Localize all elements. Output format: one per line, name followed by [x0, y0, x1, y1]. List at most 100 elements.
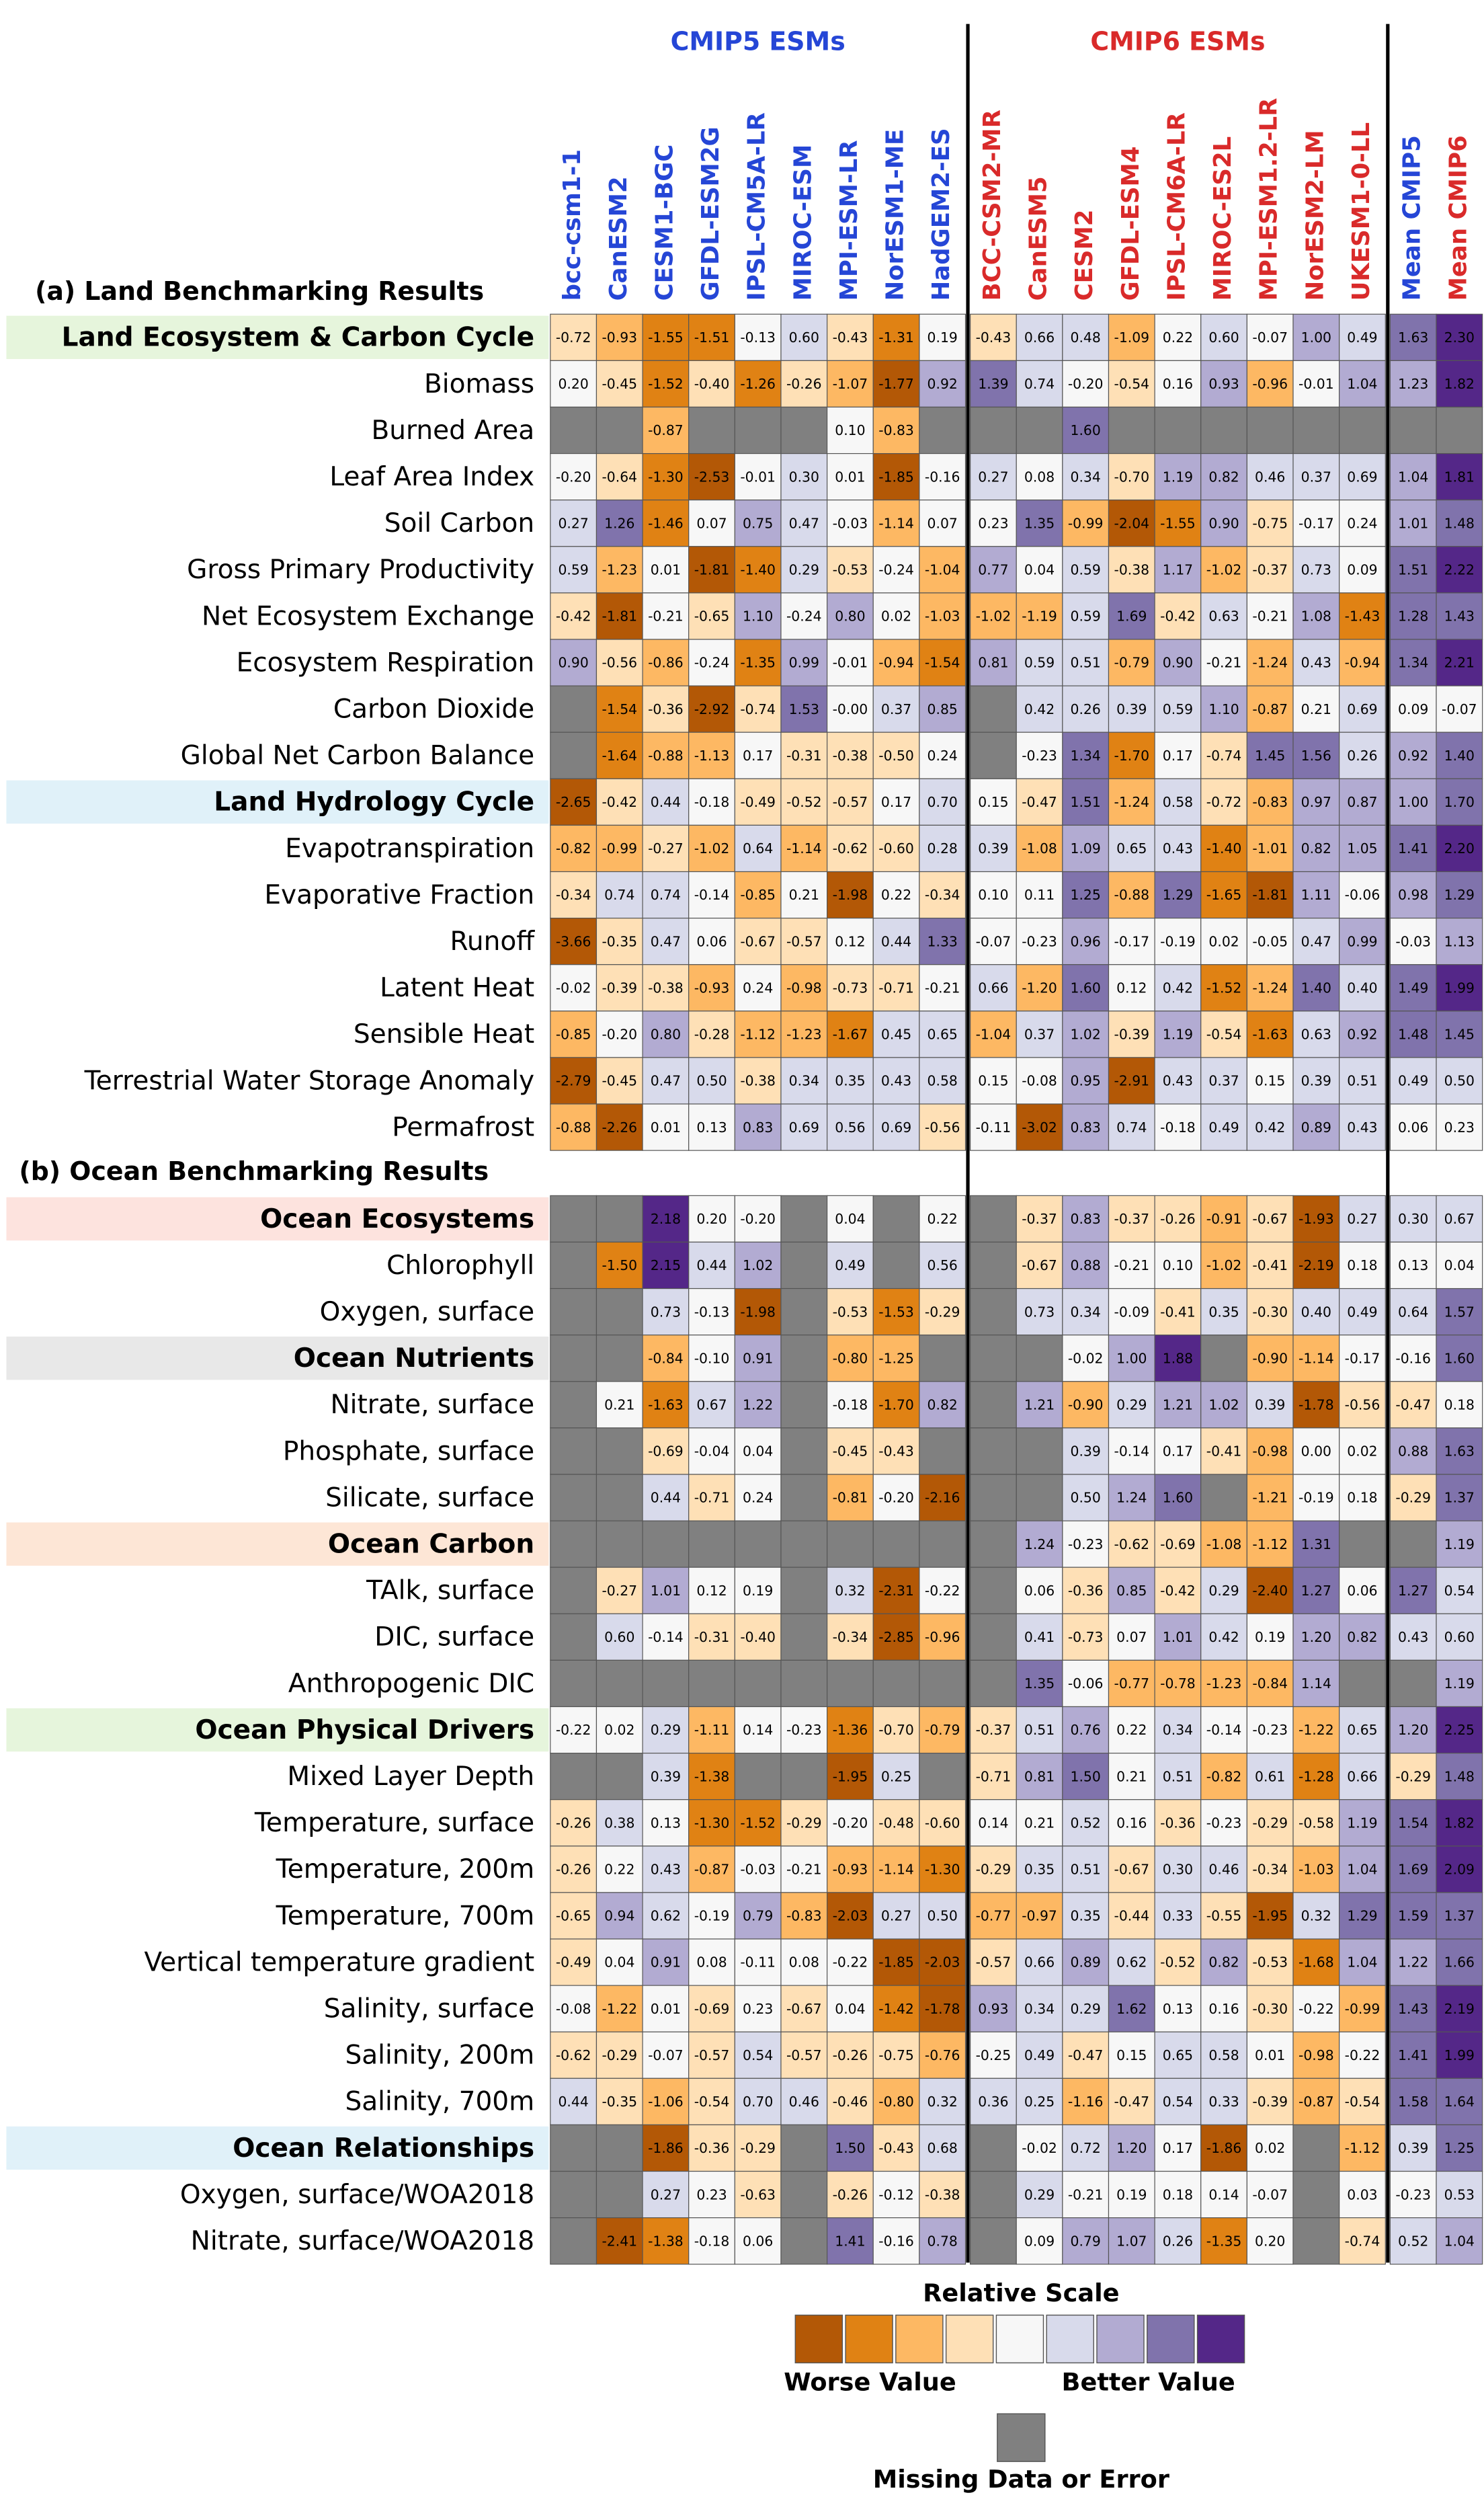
heatmap-cell — [734, 2217, 782, 2265]
cell-value: 0.51 — [1024, 1722, 1055, 1738]
cell-value: 0.39 — [978, 840, 1008, 857]
heatmap-cell — [1246, 2170, 1294, 2219]
cell-value: -0.17 — [1298, 515, 1334, 531]
cell-value: -0.07 — [648, 2047, 684, 2063]
cell-value: -0.87 — [648, 422, 684, 438]
heatmap-cell — [1016, 1938, 1063, 1986]
cell-value: 0.06 — [696, 933, 727, 949]
cell-value: 0.58 — [1208, 2047, 1239, 2063]
heatmap-cell — [1154, 1985, 1202, 2032]
heatmap-cell — [734, 546, 782, 594]
cell-value: -0.26 — [786, 376, 822, 392]
cell-value: -0.41 — [1252, 1257, 1288, 1273]
cell-value: -0.19 — [1298, 1490, 1334, 1506]
heatmap-cell — [595, 1057, 643, 1105]
cell-value: -1.86 — [1206, 2140, 1242, 2156]
legend-missing-swatch — [997, 2413, 1046, 2462]
cell-value: -0.36 — [648, 701, 684, 717]
cell-value: 1.20 — [1301, 1629, 1331, 1645]
heatmap-cell — [1436, 1381, 1483, 1429]
heatmap-cell — [919, 1892, 966, 1940]
row-band — [6, 1337, 549, 1380]
heatmap-cell — [1062, 2077, 1110, 2126]
heatmap-cell — [1339, 731, 1386, 779]
heatmap-cell — [872, 546, 920, 594]
heatmap-cell — [970, 452, 1017, 501]
heatmap-cell — [642, 1985, 690, 2032]
cell-value: -0.71 — [878, 980, 914, 996]
column-label: CanESM5 — [1025, 176, 1053, 301]
cell-value: 0.37 — [1208, 1073, 1239, 1089]
cell-value: 0.32 — [1301, 1908, 1331, 1924]
cell-value: 0.39 — [1301, 1073, 1331, 1089]
heatmap-cell — [970, 1985, 1017, 2032]
cell-value: 0.19 — [1116, 2186, 1147, 2203]
cell-value: 0.19 — [743, 1583, 773, 1599]
missing-cell — [780, 1474, 828, 1521]
heatmap-cell — [1389, 964, 1437, 1012]
heatmap-cell — [734, 778, 782, 826]
cell-value: -0.57 — [833, 794, 868, 810]
missing-cell — [550, 1659, 597, 1708]
missing-cell — [919, 1520, 966, 1568]
cell-value: 0.01 — [651, 2001, 681, 2017]
cell-value: -0.67 — [1022, 1257, 1057, 1273]
heatmap-cell — [872, 1427, 920, 1475]
cell-value: -1.95 — [833, 1768, 868, 1784]
cell-value: -0.17 — [1114, 933, 1149, 949]
cell-value: -0.85 — [556, 1027, 591, 1043]
heatmap-cell — [919, 1011, 966, 1058]
cell-value: 0.49 — [1024, 2047, 1055, 2063]
cell-value: -1.52 — [740, 1815, 776, 1831]
heatmap-cell — [1108, 824, 1155, 873]
missing-cell — [780, 1381, 828, 1429]
heatmap-cell — [1108, 1938, 1155, 1986]
cell-value: 0.19 — [1255, 1629, 1285, 1645]
missing-cell — [550, 731, 597, 779]
cell-value: 1.35 — [1024, 1675, 1055, 1692]
cell-value: -1.78 — [1298, 1396, 1334, 1413]
row-label: Biomass — [424, 369, 534, 399]
cell-value: -0.26 — [1160, 1211, 1196, 1227]
cell-value: -1.19 — [1022, 608, 1057, 625]
heatmap-cell — [1016, 1288, 1063, 1336]
heatmap-cell — [970, 2077, 1017, 2126]
row-label: TAlk, surface — [366, 1576, 534, 1606]
missing-cell — [970, 1567, 1017, 1614]
heatmap-cell — [1389, 592, 1437, 640]
cell-value: 0.43 — [1347, 1119, 1377, 1136]
cell-value: -0.29 — [976, 1862, 1012, 1878]
cell-value: 0.35 — [1024, 1862, 1055, 1878]
cell-value: -0.20 — [833, 1815, 868, 1831]
cell-value: -0.34 — [1252, 1862, 1288, 1878]
cell-value: 2.09 — [1444, 1862, 1475, 1878]
cell-value: -0.75 — [878, 2047, 914, 2063]
cell-value: 0.60 — [1208, 329, 1239, 346]
heatmap-cell — [1154, 1381, 1202, 1429]
missing-cell — [919, 406, 966, 454]
heatmap-cell — [919, 2031, 966, 2079]
cell-value: -0.14 — [648, 1629, 684, 1645]
heatmap-cell — [1062, 1381, 1110, 1429]
heatmap-cell — [1436, 639, 1483, 686]
heatmap-cell — [919, 1103, 966, 1151]
missing-cell — [550, 1427, 597, 1475]
cell-value: -0.27 — [602, 1583, 637, 1599]
heatmap-cell — [1436, 731, 1483, 779]
heatmap-cell — [642, 1474, 690, 1521]
cell-value: 0.63 — [1301, 1027, 1331, 1043]
cell-value: 0.82 — [928, 1396, 958, 1413]
missing-cell — [550, 2217, 597, 2265]
cell-value: 0.34 — [1071, 469, 1101, 485]
missing-cell — [970, 1335, 1017, 1382]
cell-value: -0.24 — [694, 655, 730, 671]
cell-value: -0.22 — [1345, 2047, 1380, 2063]
cell-value: 0.37 — [881, 701, 911, 717]
heatmap-cell — [1389, 452, 1437, 501]
cell-value: 0.16 — [1208, 2001, 1239, 2017]
cell-value: 0.89 — [1071, 1954, 1101, 1971]
cell-value: 0.58 — [928, 1073, 958, 1089]
cell-value: 0.82 — [1208, 469, 1239, 485]
cell-value: 0.43 — [1398, 1629, 1428, 1645]
heatmap-cell — [1339, 2217, 1386, 2265]
